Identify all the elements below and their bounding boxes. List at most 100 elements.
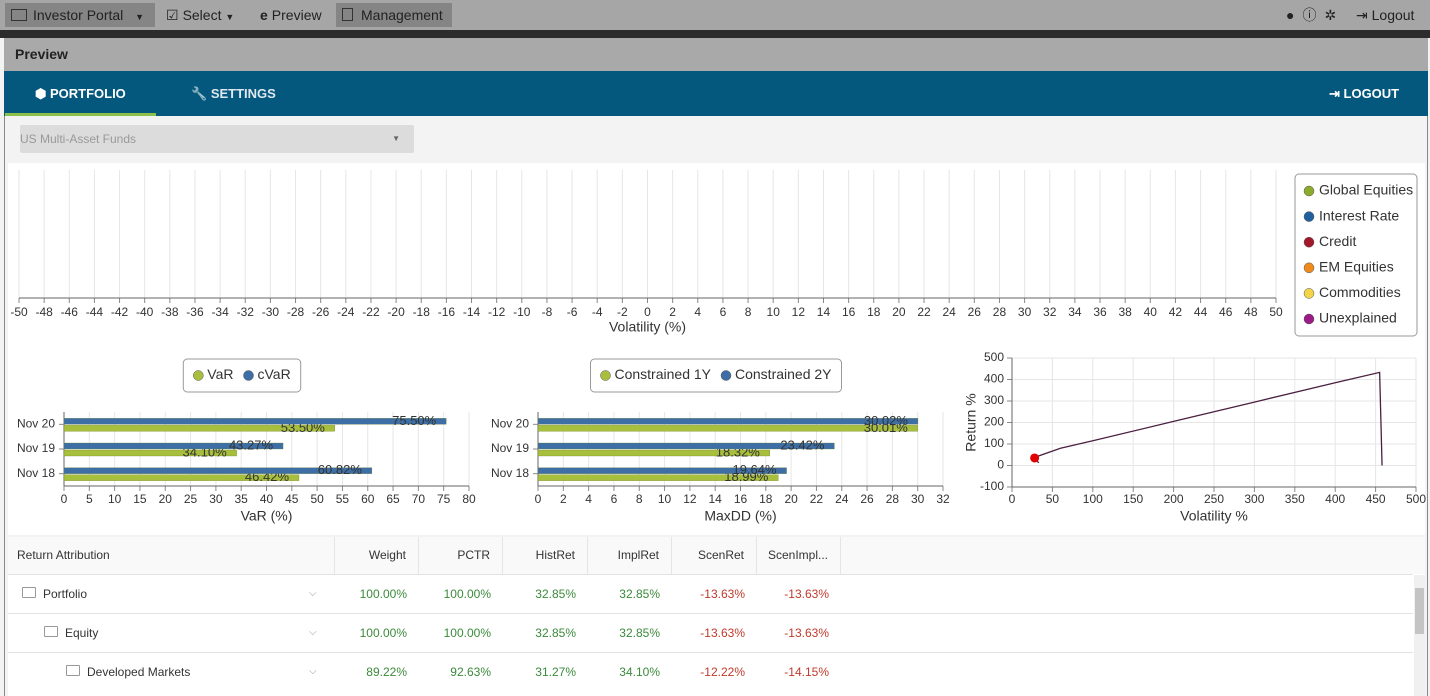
- y-tick-label: 400: [984, 372, 1004, 386]
- x-tick-label: 28: [993, 305, 1007, 319]
- legend-swatch: [1303, 262, 1315, 274]
- category-label: Nov 20: [17, 417, 55, 431]
- x-tick-label: -28: [287, 305, 305, 319]
- x-tick-label: 44: [1194, 305, 1208, 319]
- legend-label: Commodities: [1319, 284, 1401, 300]
- x-tick-label: 55: [336, 492, 350, 506]
- x-tick-label: 45: [285, 492, 299, 506]
- column-header: Return Attribution: [8, 537, 335, 574]
- legend-swatch: [1303, 211, 1315, 222]
- point: [1030, 453, 1040, 463]
- legend-swatch: [1303, 185, 1315, 197]
- scrollbar-thumb[interactable]: [1415, 588, 1424, 634]
- x-tick-label: -48: [35, 305, 53, 319]
- row-value: 100.00%: [443, 587, 491, 601]
- x-tick-label: -24: [337, 305, 355, 319]
- category-label: Nov 20: [491, 417, 529, 431]
- x-tick-label: -8: [542, 305, 553, 319]
- legend-swatch: [1303, 288, 1315, 299]
- bar-value-label: 23.42%: [780, 437, 825, 452]
- x-tick-label: 50: [310, 492, 324, 506]
- x-tick-label: 22: [810, 492, 824, 506]
- x-tick-label: 0: [644, 305, 651, 319]
- tab-portfolio[interactable]: ⬢ PORTFOLIO: [35, 86, 126, 101]
- y-tick-label: 500: [984, 350, 1004, 364]
- x-tick-label: 2: [560, 492, 567, 506]
- fund-dropdown[interactable]: US Multi-Asset Funds ▼: [20, 125, 414, 153]
- scrollbar[interactable]: [1414, 575, 1425, 696]
- table-header: [8, 537, 1425, 574]
- x-tick-label: 26: [860, 492, 874, 506]
- menu-label: Preview: [271, 7, 322, 23]
- x-tick-label: 20: [159, 492, 173, 506]
- row-value: -14.15%: [784, 665, 829, 679]
- table-row[interactable]: Portfolio ⌵ 100.00% 100.00% 32.85% 32.85% -13.…: [8, 574, 1413, 613]
- x-tick-label: 24: [835, 492, 849, 506]
- x-tick-label: -20: [387, 305, 405, 319]
- menu-preview[interactable]: e Preview: [260, 7, 322, 23]
- bar: [537, 425, 918, 432]
- menu-investor-portal[interactable]: Investor Portal ▼: [5, 3, 155, 27]
- x-tick-label: 300: [1244, 492, 1264, 506]
- logout-top[interactable]: ⇥ Logout: [1356, 7, 1415, 23]
- row-name: Equity: [65, 626, 99, 640]
- attribution-table: Return Attribution Weight PCTR HistRet ImplR…: [8, 537, 1425, 696]
- x-tick-label: 8: [636, 492, 643, 506]
- bar: [63, 425, 335, 432]
- x-tick-label: 200: [1164, 492, 1184, 506]
- x-axis-label: VaR (%): [241, 508, 293, 524]
- bar: [63, 418, 447, 425]
- bar: [63, 442, 284, 450]
- table-row[interactable]: Equity ⌵ 100.00% 100.00% 32.85% 32.85% -13.63%…: [8, 613, 1413, 652]
- x-tick-label: 250: [1204, 492, 1224, 506]
- x-tick-label: 100: [1083, 492, 1103, 506]
- bar-value-label: 60.82%: [318, 462, 363, 477]
- legend-swatch: [1303, 236, 1315, 248]
- x-tick-label: 30: [1018, 305, 1032, 319]
- tab-settings[interactable]: 🔧 SETTINGS: [191, 86, 276, 101]
- y-tick-label: -100: [980, 479, 1004, 493]
- tab-label: LOGOUT: [1343, 86, 1400, 101]
- dropdown-label: US Multi-Asset Funds: [20, 132, 137, 146]
- row-value: 31.27%: [535, 665, 576, 679]
- x-tick-label: 12: [683, 492, 697, 506]
- menu-management[interactable]: Management: [336, 3, 452, 27]
- row-name: Portfolio: [43, 587, 88, 601]
- row-value: 89.22%: [366, 665, 407, 679]
- row-value: -12.22%: [700, 665, 745, 679]
- table-row[interactable]: Developed Markets ⌵ 89.22% 92.63% 31.27% 34.1…: [8, 652, 1413, 691]
- menu-select[interactable]: ☑ Select ▼: [166, 7, 235, 23]
- row-value: 32.85%: [619, 626, 660, 640]
- row-value: 100.00%: [443, 626, 491, 640]
- column-header: ScenRet: [672, 537, 757, 574]
- tab-logout[interactable]: ⇥ LOGOUT: [1329, 86, 1400, 101]
- x-tick-label: -34: [211, 305, 229, 319]
- x-tick-label: 2: [669, 305, 676, 319]
- x-tick-label: 25: [184, 492, 198, 506]
- x-tick-label: -36: [186, 305, 204, 319]
- x-axis-label: Volatility %: [1180, 508, 1248, 524]
- legend-label: Unexplained: [1319, 310, 1397, 326]
- x-tick-label: -26: [312, 305, 330, 319]
- bar: [537, 467, 787, 474]
- charts: -50 -48 -46 -44 -42 -40 -38 -36 -34 -32 -30 -28 -26-…: [10, 170, 1426, 524]
- user-icons[interactable]: ●ⓘ✲: [1286, 7, 1345, 23]
- row-value: 32.85%: [535, 587, 576, 601]
- row-value: 100.00%: [359, 587, 407, 601]
- column-header: ImplRet: [588, 537, 672, 574]
- legend-box: [182, 358, 302, 393]
- x-tick-label: -44: [86, 305, 104, 319]
- x-tick-label: 16: [734, 492, 748, 506]
- x-tick-label: 15: [133, 492, 147, 506]
- row-value: -13.63%: [700, 626, 745, 640]
- category-label: Nov 18: [17, 466, 55, 480]
- x-tick-label: 65: [386, 492, 400, 506]
- x-axis-label: Volatility (%): [609, 319, 686, 335]
- y-tick-label: 0: [997, 458, 1004, 472]
- column-header: PCTR: [419, 537, 503, 574]
- x-tick-label: 80: [462, 492, 476, 506]
- legend-label: Credit: [1319, 233, 1356, 249]
- x-tick-label: -14: [463, 305, 481, 319]
- x-tick-label: 22: [917, 305, 931, 319]
- row-name: Developed Markets: [87, 665, 191, 679]
